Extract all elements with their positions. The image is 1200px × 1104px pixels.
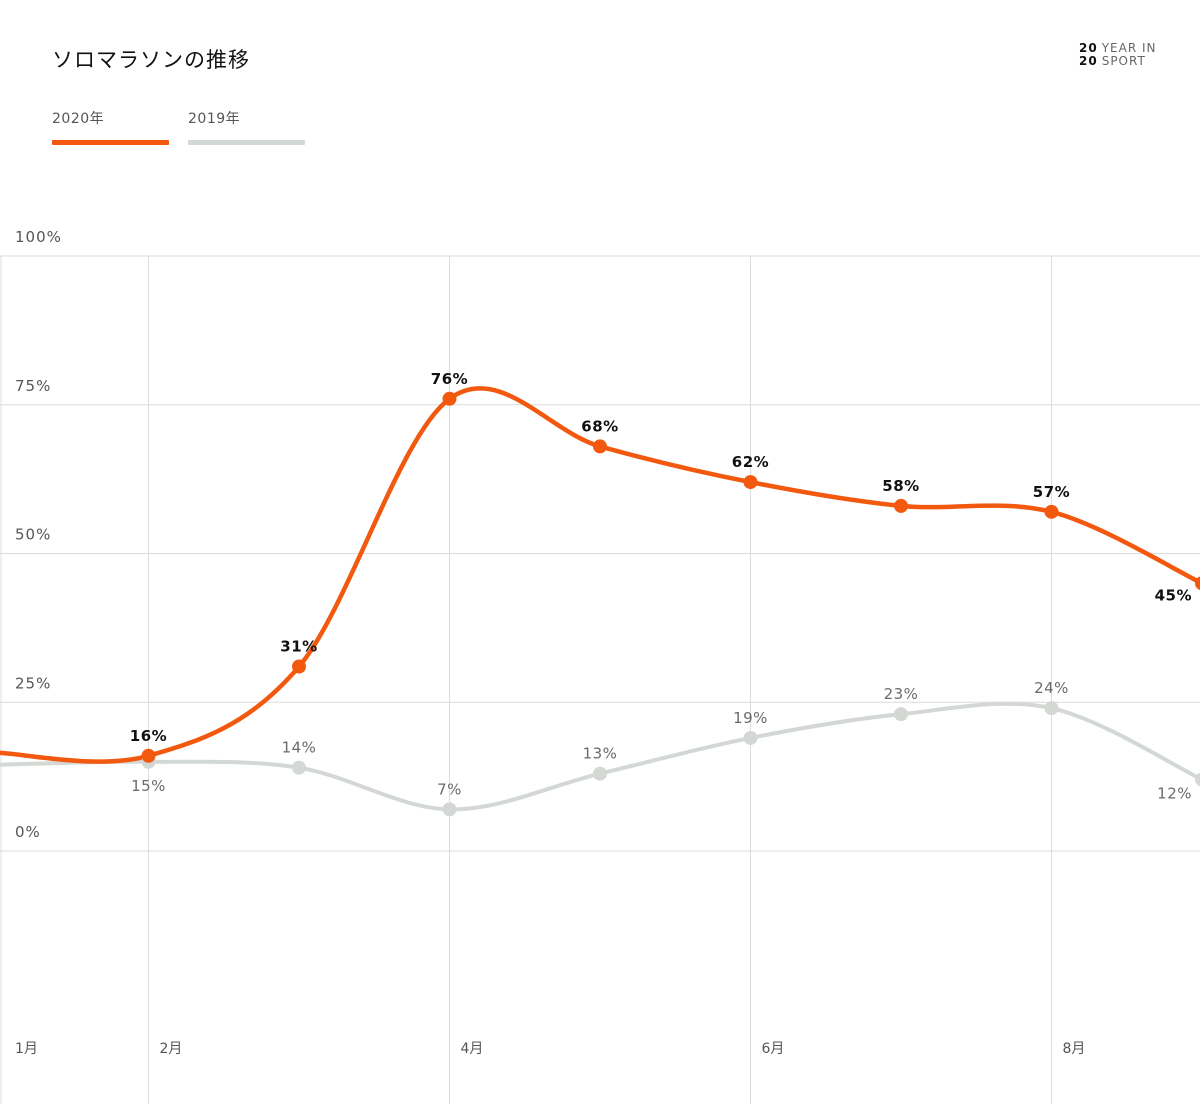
x-tick-label-1: 1月 <box>15 1041 38 1057</box>
data-point-2019-6 <box>743 730 758 745</box>
data-label-2020-5: 68% <box>581 417 618 435</box>
data-label-2020-6: 62% <box>732 453 769 471</box>
data-label-2019-3: 14% <box>282 739 317 757</box>
x-tick-label-8: 8月 <box>1063 1041 1086 1057</box>
data-point-2019-8 <box>1044 701 1059 716</box>
x-tick-label-6: 6月 <box>762 1041 785 1057</box>
legend-item-2020[interactable]: 2020年 <box>52 108 169 145</box>
data-label-2020-8: 57% <box>1033 483 1070 501</box>
y-tick-label-50: 50% <box>15 526 51 544</box>
y-tick-label-0: 0% <box>15 823 41 841</box>
chart-title: ソロマラソンの推移 <box>52 48 250 72</box>
legend-label-2019: 2019年 <box>188 111 241 127</box>
data-label-2019-2: 15% <box>131 777 166 795</box>
data-label-2020-2: 16% <box>130 727 167 745</box>
y-tick-label-25: 25% <box>15 674 51 692</box>
data-point-2020-8 <box>1044 504 1059 519</box>
data-label-2020-9: 45% <box>1155 586 1192 604</box>
brand-word-bottom: SPORT <box>1101 54 1146 68</box>
data-label-2019-9: 12% <box>1157 785 1192 803</box>
data-point-2020-2 <box>141 748 156 763</box>
data-point-2020-6 <box>743 475 758 490</box>
y-tick-label-75: 75% <box>15 377 51 395</box>
legend-swatch-2020 <box>52 140 169 145</box>
data-point-2020-7 <box>894 498 908 513</box>
data-label-2019-5: 13% <box>583 745 618 763</box>
y-tick-label-100: 100% <box>15 228 62 246</box>
brand-word-top: YEAR IN <box>1101 41 1157 55</box>
data-label-2019-6: 19% <box>733 709 768 727</box>
legend-label-2020: 2020年 <box>52 111 105 127</box>
data-point-2020-3 <box>292 659 306 674</box>
brand-number-top: 20 <box>1079 41 1098 55</box>
data-label-2020-4: 76% <box>431 370 468 388</box>
data-point-2020-5 <box>593 439 607 454</box>
legend-item-2019[interactable]: 2019年 <box>188 108 305 145</box>
data-label-2020-3: 31% <box>280 638 317 656</box>
data-point-2020-4 <box>442 391 457 406</box>
series-line-2020 <box>0 386 1200 764</box>
data-label-2019-7: 23% <box>884 685 919 703</box>
data-label-2019-4: 7% <box>437 780 462 798</box>
data-label-2020-7: 58% <box>882 477 919 495</box>
data-point-2019-9 <box>1195 772 1200 787</box>
x-tick-label-2: 2月 <box>160 1041 183 1057</box>
brand-number-bottom: 20 <box>1079 54 1098 68</box>
legend-swatch-2019 <box>188 140 305 145</box>
brand-logo: 20 YEAR IN 20 SPORT <box>1079 42 1157 68</box>
data-point-2019-4 <box>442 802 457 817</box>
data-point-2020-9 <box>1195 576 1200 590</box>
data-point-2019-5 <box>593 766 607 781</box>
data-point-2019-3 <box>292 760 306 775</box>
data-point-2019-7 <box>894 707 908 722</box>
x-tick-label-4: 4月 <box>461 1041 484 1057</box>
data-label-2019-8: 24% <box>1034 679 1069 697</box>
